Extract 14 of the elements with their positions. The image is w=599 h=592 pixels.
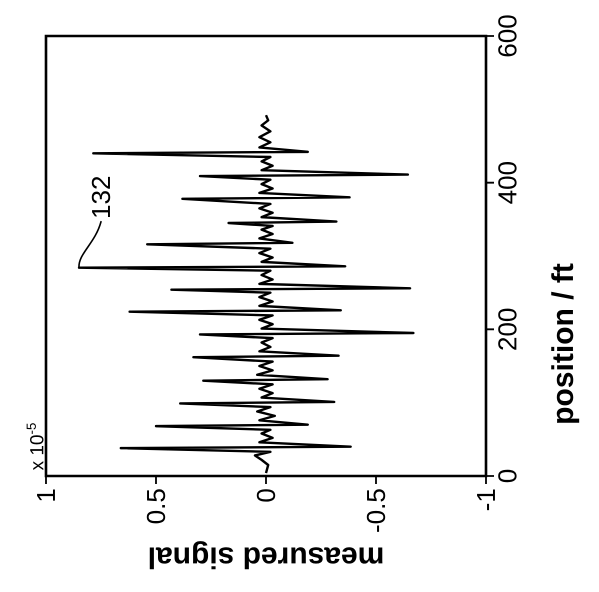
y-tick-label: 200	[498, 308, 517, 350]
x-tick-label: -1	[477, 489, 495, 510]
text: x 10$^{-5}$	[26, 423, 44, 470]
x-tick-label: 1	[37, 489, 55, 501]
annotation: 132	[92, 176, 110, 217]
y-axis-title: position / ft	[551, 264, 580, 423]
y-tick-label: 400	[498, 162, 517, 204]
x-tick-label: 0	[256, 489, 276, 502]
line-series	[78, 114, 415, 474]
x-tick-label: -0.5	[366, 489, 386, 532]
y-tick-label: 600	[498, 15, 517, 56]
x-tick-label: 0.5	[146, 489, 166, 524]
x-axis-title: measured signal	[150, 541, 382, 570]
y-tick-label: 0	[498, 470, 517, 482]
